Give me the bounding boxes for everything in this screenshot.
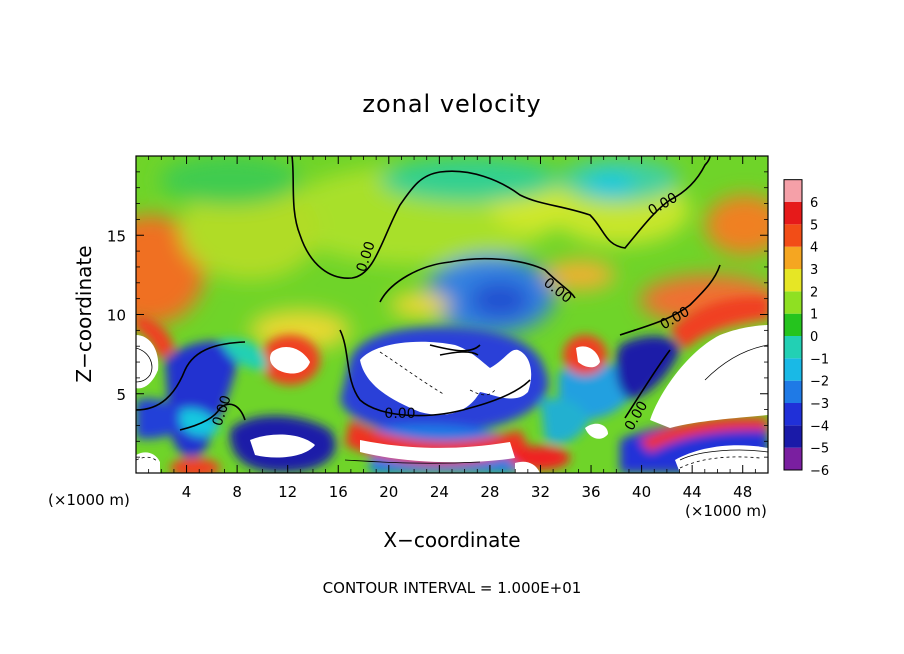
- contour-label: 0.00: [384, 406, 415, 422]
- colorbar-swatch: [784, 447, 802, 470]
- y-axis-label: Z−coordinate: [72, 245, 96, 382]
- colorbar-swatch: [784, 246, 802, 269]
- colorbar-swatch: [784, 224, 802, 247]
- colorbar-frame: [783, 179, 803, 471]
- colorbar-swatch: [784, 358, 802, 381]
- heatmap-field: [136, 156, 768, 473]
- x-tick-label: 8: [232, 483, 242, 501]
- colorbar: −6 −5 −4 −3 −2 −1 0 1 2 3 4 5 6: [783, 179, 829, 479]
- x-tick-label: 12: [278, 483, 297, 501]
- colorbar-tick-label: −1: [810, 352, 829, 367]
- contour-interval-note: CONTOUR INTERVAL = 1.000E+01: [323, 579, 582, 597]
- colorbar-tick-label: −2: [810, 375, 829, 390]
- x-tick-label: 16: [329, 483, 348, 501]
- x-tick-label: 48: [733, 483, 752, 501]
- colorbar-tick-label: 6: [810, 196, 818, 211]
- colorbar-swatch: [784, 336, 802, 359]
- colorbar-swatch: [784, 403, 802, 426]
- x-axis: 4 8 12 16 20 24 28 32 36 40 44 48: [148, 156, 756, 501]
- y-tick-label: 10: [107, 307, 126, 325]
- colorbar-tick-label: −5: [810, 442, 829, 457]
- y-axis: 5 10 15: [107, 171, 768, 458]
- x-tick-label: 28: [480, 483, 499, 501]
- y-tick-label: 15: [107, 227, 126, 245]
- x-tick-label: 36: [581, 483, 600, 501]
- zero-contours: [136, 156, 721, 431]
- colorbar-tick-label: 4: [810, 241, 818, 256]
- colorbar-tick-label: −6: [810, 464, 829, 479]
- x-axis-label: X−coordinate: [383, 528, 520, 552]
- x-unit-label: (×1000 m): [685, 502, 767, 520]
- x-tick-label: 20: [379, 483, 398, 501]
- colorbar-tick-label: 1: [810, 308, 818, 323]
- colorbar-swatch: [784, 269, 802, 292]
- colorbar-swatch: [784, 313, 802, 336]
- colorbar-swatch: [784, 179, 802, 202]
- colorbar-tick-label: 3: [810, 263, 818, 278]
- colorbar-swatch: [784, 291, 802, 314]
- colorbar-tick-label: 2: [810, 285, 818, 300]
- colorbar-tick-label: 0: [810, 330, 818, 345]
- x-tick-label: 44: [683, 483, 702, 501]
- x-tick-label: 32: [531, 483, 550, 501]
- y-tick-label: 5: [116, 386, 126, 404]
- colorbar-swatch: [784, 202, 802, 225]
- colorbar-tick-label: −4: [810, 419, 829, 434]
- colorbar-tick-label: 5: [810, 218, 818, 233]
- colorbar-tick-label: −3: [810, 397, 829, 412]
- x-tick-label: 4: [182, 483, 192, 501]
- chart-title: zonal velocity: [362, 90, 541, 118]
- x-tick-label: 40: [632, 483, 651, 501]
- x-tick-label: 24: [430, 483, 449, 501]
- colorbar-swatch: [784, 425, 802, 448]
- z-unit-label: (×1000 m): [48, 491, 130, 509]
- contour-lines: [136, 344, 768, 469]
- colorbar-swatch: [784, 380, 802, 403]
